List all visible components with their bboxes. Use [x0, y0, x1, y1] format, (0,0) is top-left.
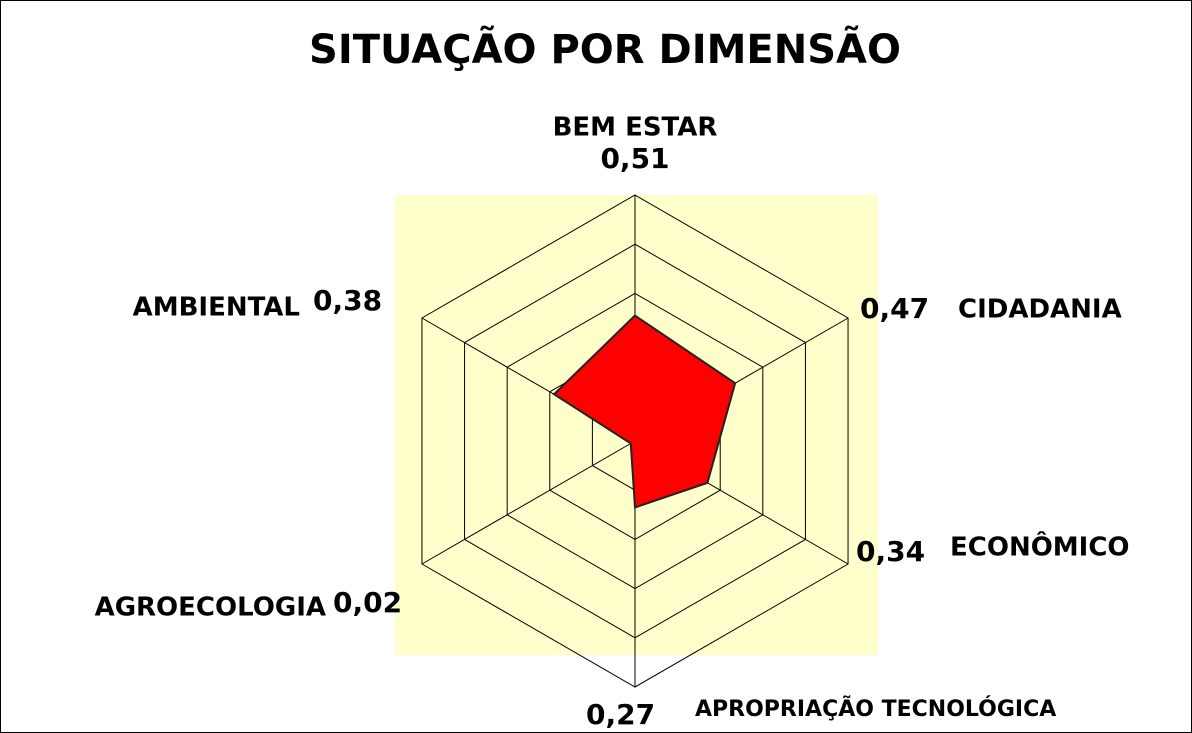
value-label: 0,51 — [600, 142, 669, 175]
spoke — [421, 440, 636, 565]
axis-label: CIDADANIA — [958, 295, 1122, 325]
value-label: 0,27 — [586, 698, 655, 731]
value-label: 0,38 — [313, 284, 382, 317]
axis-label: BEM ESTAR — [553, 113, 718, 143]
value-label: 0,34 — [856, 535, 925, 568]
axis-label: AGROECOLOGIA — [95, 593, 326, 623]
chart-title: SITUAÇÃO POR DIMENSÃO — [309, 24, 901, 73]
value-label: 0,02 — [333, 586, 402, 619]
data-area — [552, 314, 737, 509]
axis-label: APROPRIAÇÃO TECNOLÓGICA — [695, 696, 1056, 722]
axis-label: ECONÔMICO — [950, 531, 1130, 563]
value-label: 0,47 — [860, 292, 929, 325]
axis-label: AMBIENTAL — [133, 293, 300, 323]
